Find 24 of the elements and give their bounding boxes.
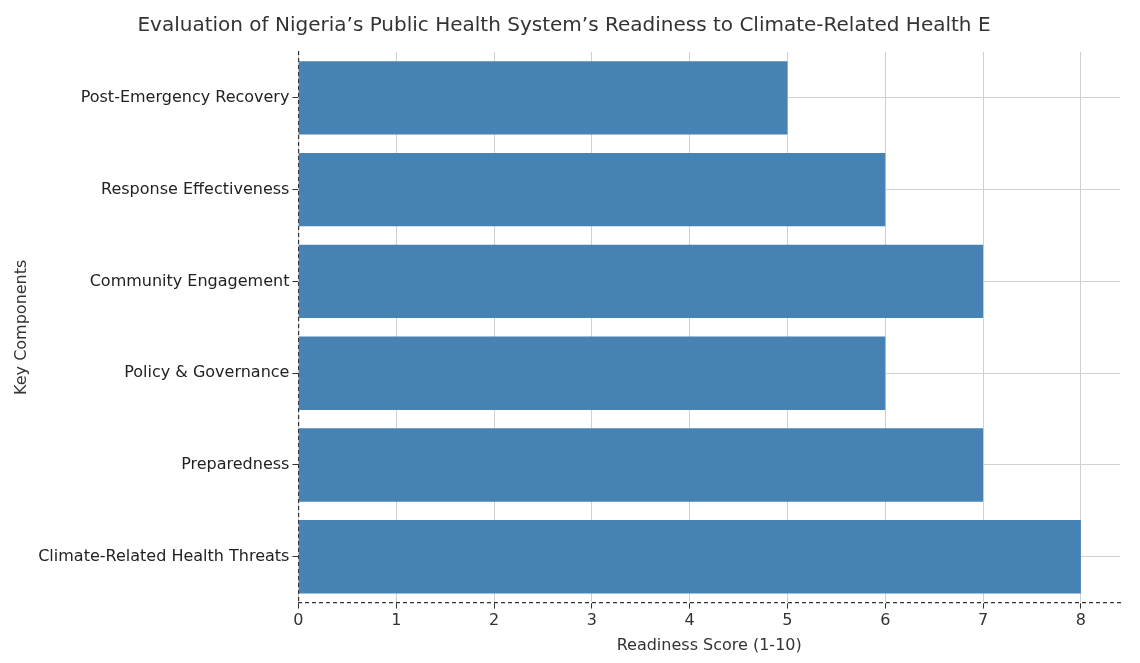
y-tick-label: Preparedness [181, 454, 290, 474]
x-tick-label: 8 [1075, 610, 1086, 630]
bar [298, 152, 886, 227]
y-tick-label: Response Effectiveness [101, 178, 290, 198]
x-tick-label: 7 [977, 610, 989, 630]
x-tick-label: 1 [391, 610, 402, 630]
x-axis-title: Readiness Score (1-10) [616, 634, 802, 654]
x-tick-label: 5 [782, 610, 793, 630]
y-axis-title: Key Components [10, 259, 30, 395]
chart-title: Evaluation of Nigeria’s Public Health System’s Readiness to Climate-Related Health E [137, 12, 991, 37]
bar [298, 244, 984, 319]
bar [298, 520, 1081, 594]
x-tick-label: 3 [586, 610, 597, 630]
y-tick-label: Policy & Governance [124, 362, 290, 382]
x-tick-label: 2 [488, 610, 500, 630]
y-tick-label: Post-Emergency Recovery [80, 87, 290, 107]
bar [298, 336, 886, 410]
x-tick-label: 0 [293, 610, 304, 630]
x-tick-label: 4 [684, 610, 695, 630]
x-tick-label: 6 [880, 610, 891, 630]
y-tick-label: Climate-Related Health Threats [38, 545, 290, 565]
bar [298, 61, 788, 135]
y-tick-label: Community Engagement [89, 270, 290, 290]
bar [298, 428, 984, 502]
